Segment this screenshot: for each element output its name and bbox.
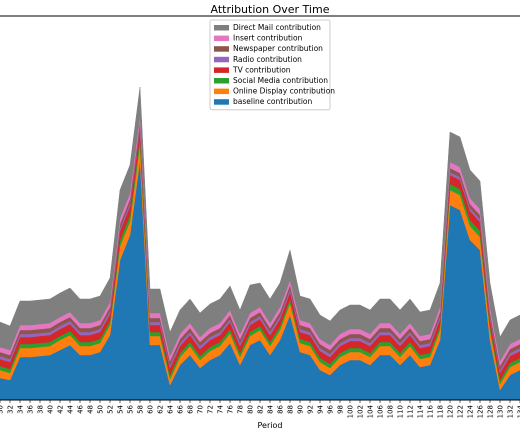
- x-tick-label: 134: [517, 404, 520, 418]
- legend-swatch: [214, 35, 229, 42]
- legend-swatch: [214, 46, 229, 52]
- legend: Direct Mail contribution Insert contribut…: [209, 19, 335, 111]
- x-tick-label: 114: [417, 404, 425, 418]
- x-tick-label: 84: [267, 404, 275, 413]
- legend-swatch: [214, 78, 229, 84]
- x-tick-label: 132: [507, 405, 515, 418]
- x-tick-label: 60: [147, 405, 155, 414]
- x-tick-label: 52: [107, 405, 115, 414]
- x-tick-label: 72: [207, 405, 215, 414]
- x-tick-label: 90: [297, 405, 305, 414]
- x-tick-label: 50: [97, 405, 105, 414]
- x-tick-label: 98: [337, 405, 345, 414]
- x-tick-label: 104: [367, 404, 375, 418]
- x-tick-label: 82: [257, 405, 265, 414]
- x-tick-label: 118: [437, 405, 445, 418]
- legend-label: TV contribution: [232, 65, 291, 74]
- legend-label: Newspaper contribution: [233, 44, 323, 53]
- x-tick-label: 30: [0, 405, 5, 414]
- x-axis-label: Period: [258, 421, 283, 430]
- legend-label: baseline contribution: [233, 97, 312, 106]
- x-tick-label: 110: [397, 405, 405, 418]
- area: [0, 86, 520, 362]
- x-tick-label: 96: [327, 404, 335, 413]
- x-tick-label: 112: [407, 405, 415, 418]
- x-tick-label: 76: [227, 404, 235, 413]
- x-tick-label: 78: [237, 405, 245, 414]
- x-tick-label: 34: [17, 404, 25, 413]
- x-tick-label: 122: [457, 405, 465, 418]
- x-tick-label: 130: [497, 405, 505, 418]
- x-tick-label: 92: [307, 405, 315, 414]
- x-tick-label: 62: [157, 405, 165, 414]
- x-tick-label: 120: [447, 405, 455, 418]
- legend-swatch: [214, 25, 229, 31]
- x-tick-label: 106: [377, 404, 385, 418]
- legend-label: Online Display contribution: [233, 87, 335, 96]
- x-tick-label: 44: [67, 404, 75, 413]
- x-tick-label: 48: [87, 405, 95, 414]
- x-tick-label: 74: [217, 404, 225, 413]
- x-tick-label: 124: [467, 404, 475, 418]
- legend-label: Insert contribution: [233, 34, 303, 43]
- x-tick-label: 94: [317, 404, 325, 413]
- x-tick-label: 128: [487, 405, 495, 418]
- x-tick-label: 116: [427, 404, 435, 418]
- x-tick-label: 40: [47, 405, 55, 414]
- x-tick-label: 38: [37, 405, 45, 414]
- legend-swatch: [214, 99, 229, 105]
- x-tick-label: 42: [57, 405, 65, 414]
- x-tick-label: 102: [357, 405, 365, 418]
- legend-label: Radio contribution: [233, 55, 302, 64]
- x-tick-label: 46: [77, 404, 85, 413]
- x-tick-label: 32: [7, 405, 15, 414]
- legend-swatch: [214, 88, 229, 95]
- legend-label: Social Media contribution: [233, 76, 328, 85]
- x-tick-label: 70: [197, 405, 205, 414]
- x-tick-label: 86: [277, 404, 285, 413]
- legend-frame: [209, 19, 331, 111]
- legend-swatch: [214, 56, 229, 63]
- x-tick-label: 80: [247, 405, 255, 414]
- x-tick-label: 126: [477, 404, 485, 418]
- x-tick-label: 56: [127, 404, 135, 413]
- legend-swatch: [214, 67, 229, 73]
- x-tick-label: 54: [117, 404, 125, 413]
- x-tick-label: 66: [177, 404, 185, 413]
- x-tick-label: 64: [167, 404, 175, 413]
- legend-label: Direct Mail contribution: [233, 23, 321, 32]
- x-tick-label: 68: [187, 405, 195, 414]
- x-tick-label: 88: [287, 405, 295, 414]
- chart-title: Attribution Over Time: [211, 3, 330, 16]
- x-tick-label: 108: [387, 405, 395, 418]
- x-tick-label: 36: [27, 404, 35, 413]
- x-tick-label: 100: [347, 405, 355, 418]
- x-tick-label: 58: [137, 405, 145, 414]
